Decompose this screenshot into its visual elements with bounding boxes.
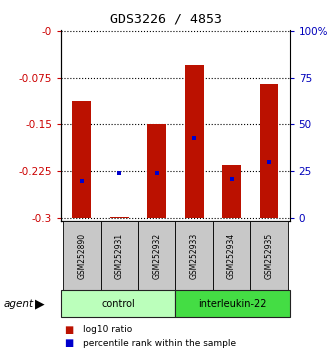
Bar [147, 124, 166, 218]
Text: ▶: ▶ [35, 297, 45, 310]
Text: ■: ■ [65, 325, 74, 335]
Text: interleukin-22: interleukin-22 [198, 298, 267, 309]
Text: agent: agent [3, 298, 33, 309]
Bar [260, 84, 278, 218]
Bar [110, 217, 129, 218]
Text: log10 ratio: log10 ratio [83, 325, 132, 335]
Text: GSM252934: GSM252934 [227, 233, 236, 279]
Bar [138, 221, 175, 290]
Text: ■: ■ [65, 338, 74, 348]
Text: percentile rank within the sample: percentile rank within the sample [83, 339, 236, 348]
Bar [250, 221, 288, 290]
Bar [185, 65, 204, 218]
Bar [222, 165, 241, 218]
Bar [61, 290, 175, 317]
Bar [101, 221, 138, 290]
Bar [213, 221, 250, 290]
Text: GSM252890: GSM252890 [77, 233, 86, 279]
Bar [175, 290, 290, 317]
Text: control: control [102, 298, 135, 309]
Text: GSM252935: GSM252935 [264, 233, 273, 279]
Bar [72, 101, 91, 218]
Bar [63, 221, 101, 290]
Text: GSM252932: GSM252932 [152, 233, 161, 279]
Text: GDS3226 / 4853: GDS3226 / 4853 [110, 12, 221, 25]
Bar [175, 221, 213, 290]
Text: GSM252933: GSM252933 [190, 233, 199, 279]
Text: GSM252931: GSM252931 [115, 233, 124, 279]
